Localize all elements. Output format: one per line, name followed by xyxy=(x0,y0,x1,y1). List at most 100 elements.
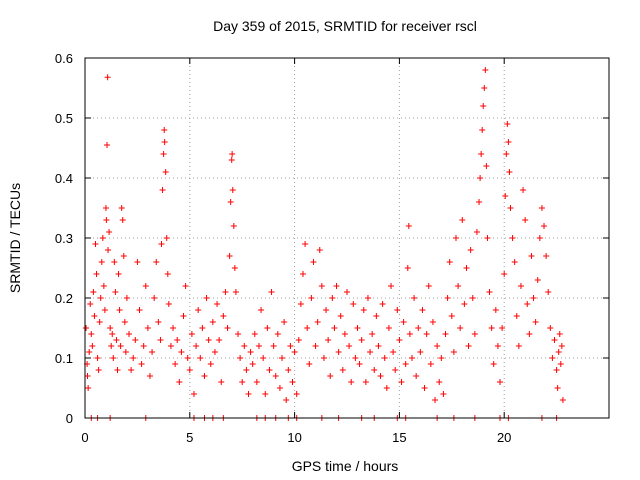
data-point xyxy=(329,295,336,301)
data-point xyxy=(279,355,286,361)
data-point xyxy=(421,385,428,391)
data-point xyxy=(159,187,166,193)
data-point xyxy=(116,307,123,313)
data-point xyxy=(93,271,100,277)
data-point xyxy=(272,373,279,379)
data-point xyxy=(534,277,541,283)
data-point xyxy=(413,373,420,379)
data-point xyxy=(337,313,344,319)
data-point xyxy=(556,331,563,337)
data-point xyxy=(481,85,488,91)
data-point xyxy=(455,283,462,289)
data-point xyxy=(115,271,122,277)
data-point xyxy=(362,379,369,385)
data-point xyxy=(442,331,449,337)
data-point xyxy=(350,301,357,307)
data-point xyxy=(176,379,183,385)
data-point xyxy=(228,157,235,163)
data-point xyxy=(120,253,127,259)
data-point xyxy=(178,349,185,355)
data-point xyxy=(165,301,172,307)
data-point xyxy=(199,325,206,331)
data-point xyxy=(229,187,236,193)
data-point xyxy=(344,289,350,295)
x-tick-label: 0 xyxy=(81,430,88,445)
data-point xyxy=(108,343,115,349)
data-point xyxy=(230,223,237,229)
data-point xyxy=(128,367,135,373)
data-point xyxy=(484,235,491,241)
data-point xyxy=(104,74,111,81)
data-point xyxy=(323,307,330,313)
data-point xyxy=(285,367,292,373)
data-point xyxy=(229,151,236,157)
data-point xyxy=(446,259,453,265)
y-tick-label: 0.6 xyxy=(55,51,73,66)
data-point xyxy=(118,205,125,211)
data-point xyxy=(262,391,269,397)
data-point xyxy=(469,295,476,301)
data-point xyxy=(553,367,560,373)
data-point xyxy=(299,271,306,277)
data-point xyxy=(504,121,511,127)
data-point xyxy=(427,361,434,367)
data-point xyxy=(243,367,250,373)
data-point xyxy=(360,307,367,313)
data-point xyxy=(247,349,254,355)
data-point xyxy=(515,343,522,349)
data-point xyxy=(138,361,145,367)
data-point xyxy=(509,235,516,241)
data-point xyxy=(164,271,171,277)
data-point xyxy=(207,361,214,367)
data-point xyxy=(532,319,539,325)
data-point xyxy=(429,319,436,325)
data-point xyxy=(432,397,439,403)
data-point xyxy=(121,319,128,325)
data-point xyxy=(172,361,179,367)
data-point xyxy=(130,355,137,361)
data-point xyxy=(398,379,405,385)
data-point xyxy=(109,331,116,337)
data-point xyxy=(112,289,119,295)
data-point xyxy=(158,241,165,247)
y-tick-label: 0.1 xyxy=(55,351,73,366)
data-point xyxy=(448,313,455,319)
data-point xyxy=(482,67,489,73)
data-point xyxy=(167,343,174,349)
data-point xyxy=(239,379,246,385)
data-point xyxy=(151,295,158,301)
data-point xyxy=(126,331,133,337)
x-axis-label: GPS time / hours xyxy=(292,458,399,474)
data-points xyxy=(83,67,566,421)
data-point xyxy=(402,361,409,367)
data-point xyxy=(182,283,189,289)
grid-lines xyxy=(85,58,609,418)
data-point xyxy=(184,355,191,361)
data-point xyxy=(289,379,296,385)
data-point xyxy=(459,217,466,223)
y-tick-label: 0 xyxy=(66,411,73,426)
data-point xyxy=(452,235,459,241)
data-point xyxy=(170,325,177,331)
y-axis-label: SRMTID / TECUs xyxy=(7,183,23,293)
data-point xyxy=(499,325,506,331)
data-point xyxy=(119,217,126,223)
data-point xyxy=(476,199,483,205)
data-point xyxy=(241,343,248,349)
data-point xyxy=(506,169,513,175)
data-point xyxy=(477,175,484,181)
y-tick-label: 0.5 xyxy=(55,111,73,126)
data-point xyxy=(371,367,378,373)
data-point xyxy=(83,325,90,331)
data-point xyxy=(211,349,218,355)
data-point xyxy=(411,295,418,301)
x-tick-labels: 0 5 10 15 20 xyxy=(81,430,511,445)
data-point xyxy=(188,331,195,337)
data-point xyxy=(404,265,411,271)
data-point xyxy=(160,151,167,157)
data-point xyxy=(209,319,216,325)
data-point xyxy=(520,187,527,193)
data-point xyxy=(492,307,499,313)
data-point xyxy=(107,325,114,331)
